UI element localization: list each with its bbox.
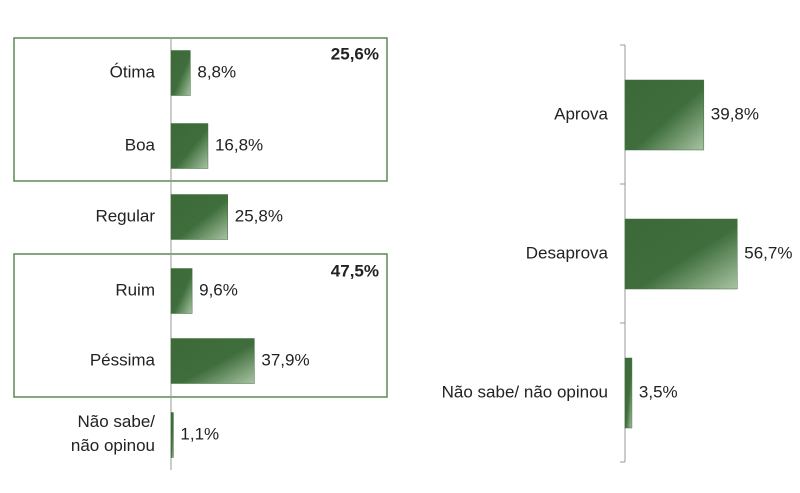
bar <box>170 123 209 169</box>
bar <box>170 268 193 314</box>
bar <box>170 194 229 240</box>
category-label: Não sabe/ não opinou <box>442 382 608 401</box>
group-total: 47,5% <box>331 261 379 280</box>
bar <box>170 338 255 384</box>
group-box <box>13 37 388 182</box>
bar <box>624 218 738 290</box>
value-label: 3,5% <box>639 382 678 401</box>
bar <box>624 79 705 151</box>
bar <box>624 357 633 429</box>
bar <box>170 50 191 96</box>
category-label: Regular <box>95 206 155 225</box>
bar <box>170 412 174 458</box>
category-label: Péssima <box>90 350 156 369</box>
value-label: 25,8% <box>235 206 283 225</box>
group-box <box>13 253 388 398</box>
value-label: 39,8% <box>711 104 759 123</box>
group-total: 25,6% <box>331 44 379 63</box>
value-label: 8,8% <box>197 62 236 81</box>
category-label: Aprova <box>554 104 608 123</box>
category-label: Boa <box>125 135 156 154</box>
category-label: Não sabe/não opinou <box>71 412 155 455</box>
value-label: 1,1% <box>180 424 219 443</box>
category-label: Ótima <box>110 62 156 81</box>
category-label: Ruim <box>115 280 155 299</box>
value-label: 9,6% <box>199 280 238 299</box>
value-label: 37,9% <box>261 350 309 369</box>
value-label: 56,7% <box>744 243 792 262</box>
category-label: Desaprova <box>526 243 609 262</box>
value-label: 16,8% <box>215 135 263 154</box>
